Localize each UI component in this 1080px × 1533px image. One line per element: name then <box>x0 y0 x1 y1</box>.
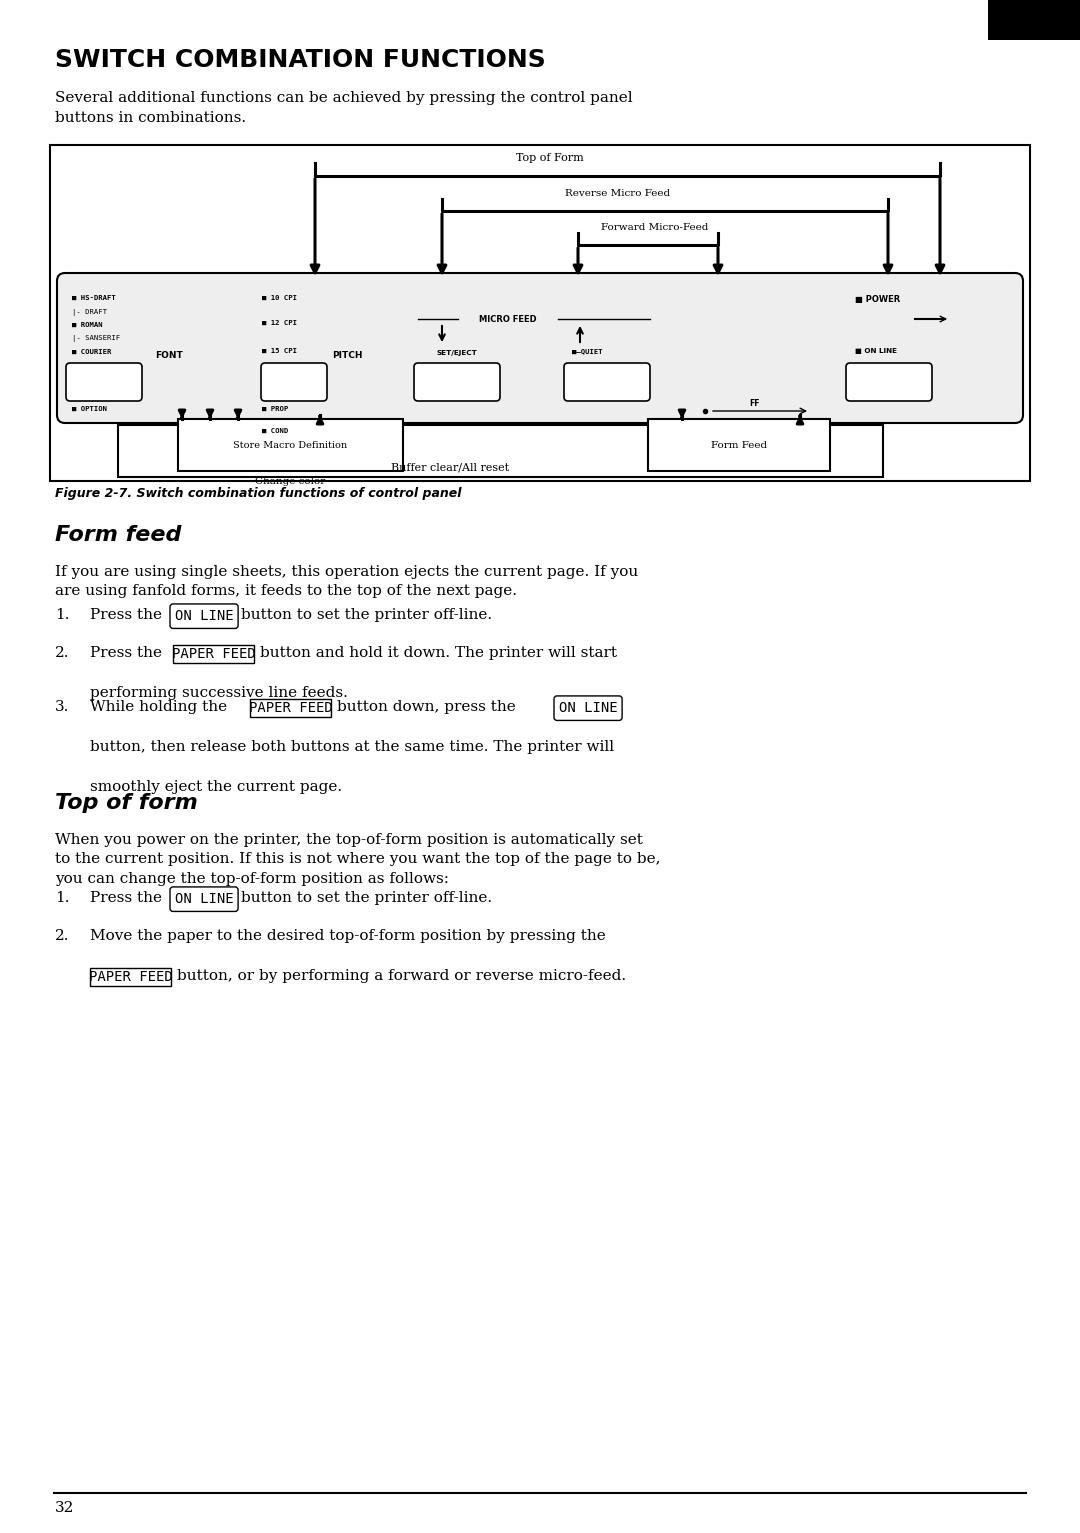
Bar <box>988 0 1080 40</box>
Text: ■ 10 CPI: ■ 10 CPI <box>262 294 297 300</box>
Text: PAPER FEED: PAPER FEED <box>572 363 621 369</box>
Text: Top of Form: Top of Form <box>516 153 584 162</box>
Text: 2.: 2. <box>55 645 69 661</box>
Text: PAPER FEED: PAPER FEED <box>248 701 333 716</box>
Text: Form feed: Form feed <box>55 524 181 546</box>
Text: PAPER FEED: PAPER FEED <box>89 970 173 984</box>
Text: ■ OPTION: ■ OPTION <box>72 406 107 412</box>
Text: MICRO FEED: MICRO FEED <box>480 314 537 323</box>
Text: SET/EJECT: SET/EJECT <box>436 350 477 356</box>
Text: ■ 12 CPI: ■ 12 CPI <box>262 320 297 327</box>
FancyBboxPatch shape <box>66 363 141 402</box>
Text: |- SANSERIF: |- SANSERIF <box>72 336 120 342</box>
Bar <box>50 146 1030 481</box>
Text: ■ ON LINE: ■ ON LINE <box>855 348 897 354</box>
Text: ■ SCRIPT: ■ SCRIPT <box>72 376 107 382</box>
Text: When you power on the printer, the top-of-form position is automatically set
to : When you power on the printer, the top-o… <box>55 832 661 886</box>
Text: Figure 2-7. Switch combination functions of control panel: Figure 2-7. Switch combination functions… <box>55 487 461 500</box>
Text: Buffer clear/All reset: Buffer clear/All reset <box>391 463 509 474</box>
Text: button and hold it down. The printer will start: button and hold it down. The printer wil… <box>260 645 617 661</box>
Text: button, then release both buttons at the same time. The printer will: button, then release both buttons at the… <box>90 740 615 754</box>
Text: ■ COND: ■ COND <box>262 428 288 434</box>
Text: Press the: Press the <box>90 891 162 904</box>
Text: Top of form: Top of form <box>55 793 198 812</box>
Text: Store Macro Definition: Store Macro Definition <box>233 440 348 449</box>
Text: ■ HS-DRAFT: ■ HS-DRAFT <box>72 294 116 300</box>
Text: If you are using single sheets, this operation ejects the current page. If you
a: If you are using single sheets, this ope… <box>55 566 638 598</box>
Text: Forward Micro-Feed: Forward Micro-Feed <box>602 222 708 231</box>
FancyBboxPatch shape <box>261 363 327 402</box>
Text: Form Feed: Form Feed <box>711 440 767 449</box>
Text: FF: FF <box>750 399 760 408</box>
FancyBboxPatch shape <box>564 363 650 402</box>
Text: Reverse Micro Feed: Reverse Micro Feed <box>566 189 671 198</box>
Text: ■ 15 CPI: ■ 15 CPI <box>262 348 297 354</box>
FancyBboxPatch shape <box>846 363 932 402</box>
Text: ON LINE: ON LINE <box>175 892 233 906</box>
Text: button down, press the: button down, press the <box>337 701 516 714</box>
FancyBboxPatch shape <box>170 604 238 629</box>
Text: 3.: 3. <box>55 701 69 714</box>
Text: SWITCH COMBINATION FUNCTIONS: SWITCH COMBINATION FUNCTIONS <box>55 48 545 72</box>
FancyBboxPatch shape <box>554 696 622 721</box>
FancyBboxPatch shape <box>170 888 238 912</box>
Text: button, or by performing a forward or reverse micro-feed.: button, or by performing a forward or re… <box>177 969 626 983</box>
Bar <box>249 699 330 717</box>
Text: PAPER FEED: PAPER FEED <box>172 647 255 661</box>
Text: Change color: Change color <box>255 477 326 486</box>
Text: FONT: FONT <box>156 351 183 360</box>
Text: Press the: Press the <box>90 609 162 622</box>
Text: ■–QUIET: ■–QUIET <box>572 348 603 354</box>
Text: ON LINE: ON LINE <box>175 609 233 624</box>
Bar <box>118 425 883 477</box>
Bar <box>173 645 254 664</box>
Text: ■ PROP: ■ PROP <box>262 406 288 412</box>
Text: PITCH: PITCH <box>332 351 363 360</box>
Text: ■ ROMAN: ■ ROMAN <box>72 322 103 328</box>
Text: 1.: 1. <box>55 891 69 904</box>
Text: smoothly eject the current page.: smoothly eject the current page. <box>90 780 342 794</box>
Text: 2.: 2. <box>55 929 69 943</box>
Text: ON LINE: ON LINE <box>558 701 618 716</box>
Text: 32: 32 <box>55 1501 75 1515</box>
Bar <box>90 967 171 986</box>
FancyBboxPatch shape <box>414 363 500 402</box>
Text: Press the: Press the <box>90 645 162 661</box>
Text: 1.: 1. <box>55 609 69 622</box>
Bar <box>178 419 403 471</box>
FancyBboxPatch shape <box>57 273 1023 423</box>
Text: |- DRAFT: |- DRAFT <box>72 308 107 316</box>
Text: performing successive line feeds.: performing successive line feeds. <box>90 685 348 701</box>
Text: |- PRESTIGE: |- PRESTIGE <box>72 362 120 369</box>
Text: button to set the printer off-line.: button to set the printer off-line. <box>241 609 492 622</box>
Text: Move the paper to the desired top-of-form position by pressing the: Move the paper to the desired top-of-for… <box>90 929 606 943</box>
Text: button to set the printer off-line.: button to set the printer off-line. <box>241 891 492 904</box>
Text: ■ COURIER: ■ COURIER <box>72 350 111 356</box>
Text: While holding the: While holding the <box>90 701 227 714</box>
Text: ■ POWER: ■ POWER <box>855 294 901 304</box>
Bar <box>648 419 831 471</box>
Text: PARK: PARK <box>446 363 468 369</box>
Text: Several additional functions can be achieved by pressing the control panel
butto: Several additional functions can be achi… <box>55 90 633 124</box>
